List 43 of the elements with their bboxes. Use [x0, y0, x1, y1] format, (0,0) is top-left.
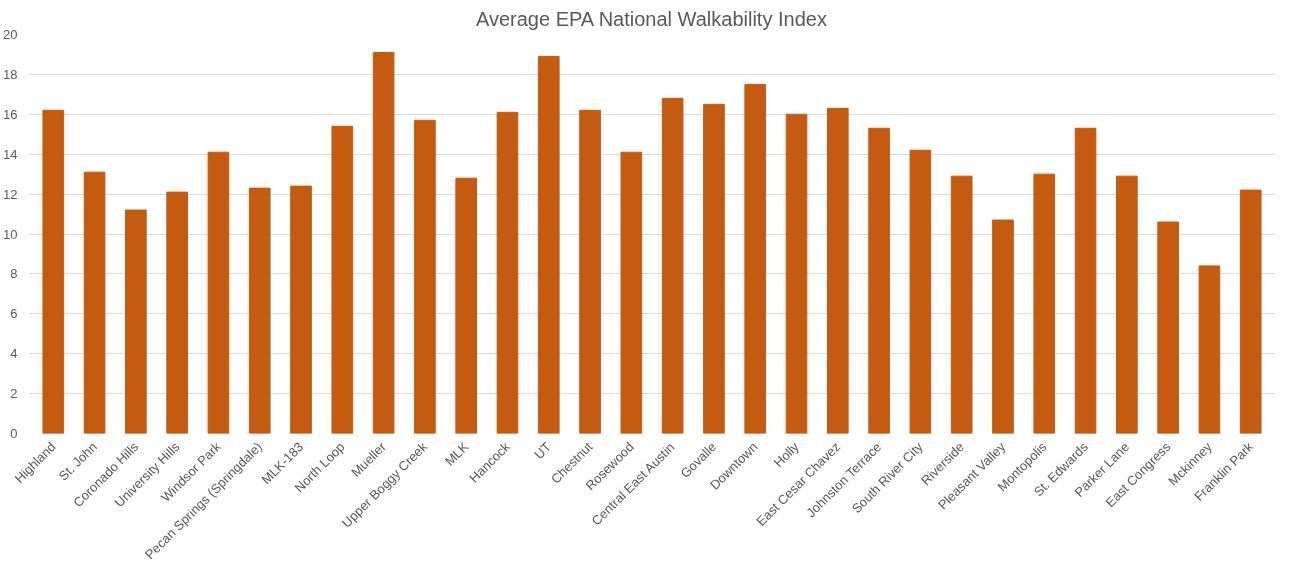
bar	[125, 209, 147, 434]
bar	[1116, 175, 1138, 434]
y-tick-label: 4	[10, 346, 18, 362]
bar	[496, 111, 519, 434]
bar	[42, 109, 65, 434]
bar	[868, 127, 890, 434]
bar	[1157, 221, 1179, 434]
bar	[455, 177, 478, 434]
bar	[579, 109, 601, 434]
bar	[744, 83, 767, 434]
bar	[537, 55, 560, 434]
bar	[1033, 173, 1056, 434]
bar	[992, 219, 1014, 434]
y-tick-label: 0	[10, 426, 18, 441]
bar	[372, 51, 395, 434]
bar	[83, 171, 106, 434]
bar	[620, 151, 643, 434]
bar	[703, 103, 725, 434]
bar	[414, 119, 436, 434]
bar	[909, 149, 932, 434]
y-tick-label: 2	[10, 386, 18, 402]
y-tick-label: 12	[3, 186, 18, 202]
bar	[826, 107, 849, 434]
bar	[290, 185, 312, 434]
y-tick-label: 16	[3, 106, 18, 122]
x-tick-label: UT	[531, 439, 555, 463]
y-tick-label: 6	[10, 306, 18, 322]
bar	[207, 151, 230, 434]
bar	[661, 97, 684, 434]
y-tick-label: 18	[3, 66, 18, 82]
bar	[166, 191, 188, 434]
y-tick-label: 10	[3, 226, 18, 242]
y-tick-label: 20	[3, 27, 18, 42]
bar	[1074, 127, 1097, 434]
bar	[1198, 265, 1221, 434]
bar	[950, 175, 973, 434]
bar	[248, 187, 271, 434]
y-tick-label: 8	[10, 266, 18, 282]
bar	[1239, 189, 1262, 434]
bar	[331, 125, 354, 434]
y-tick-label: 14	[3, 146, 18, 162]
chart-title: Average EPA National Walkability Index	[475, 7, 827, 30]
bar	[785, 113, 808, 434]
